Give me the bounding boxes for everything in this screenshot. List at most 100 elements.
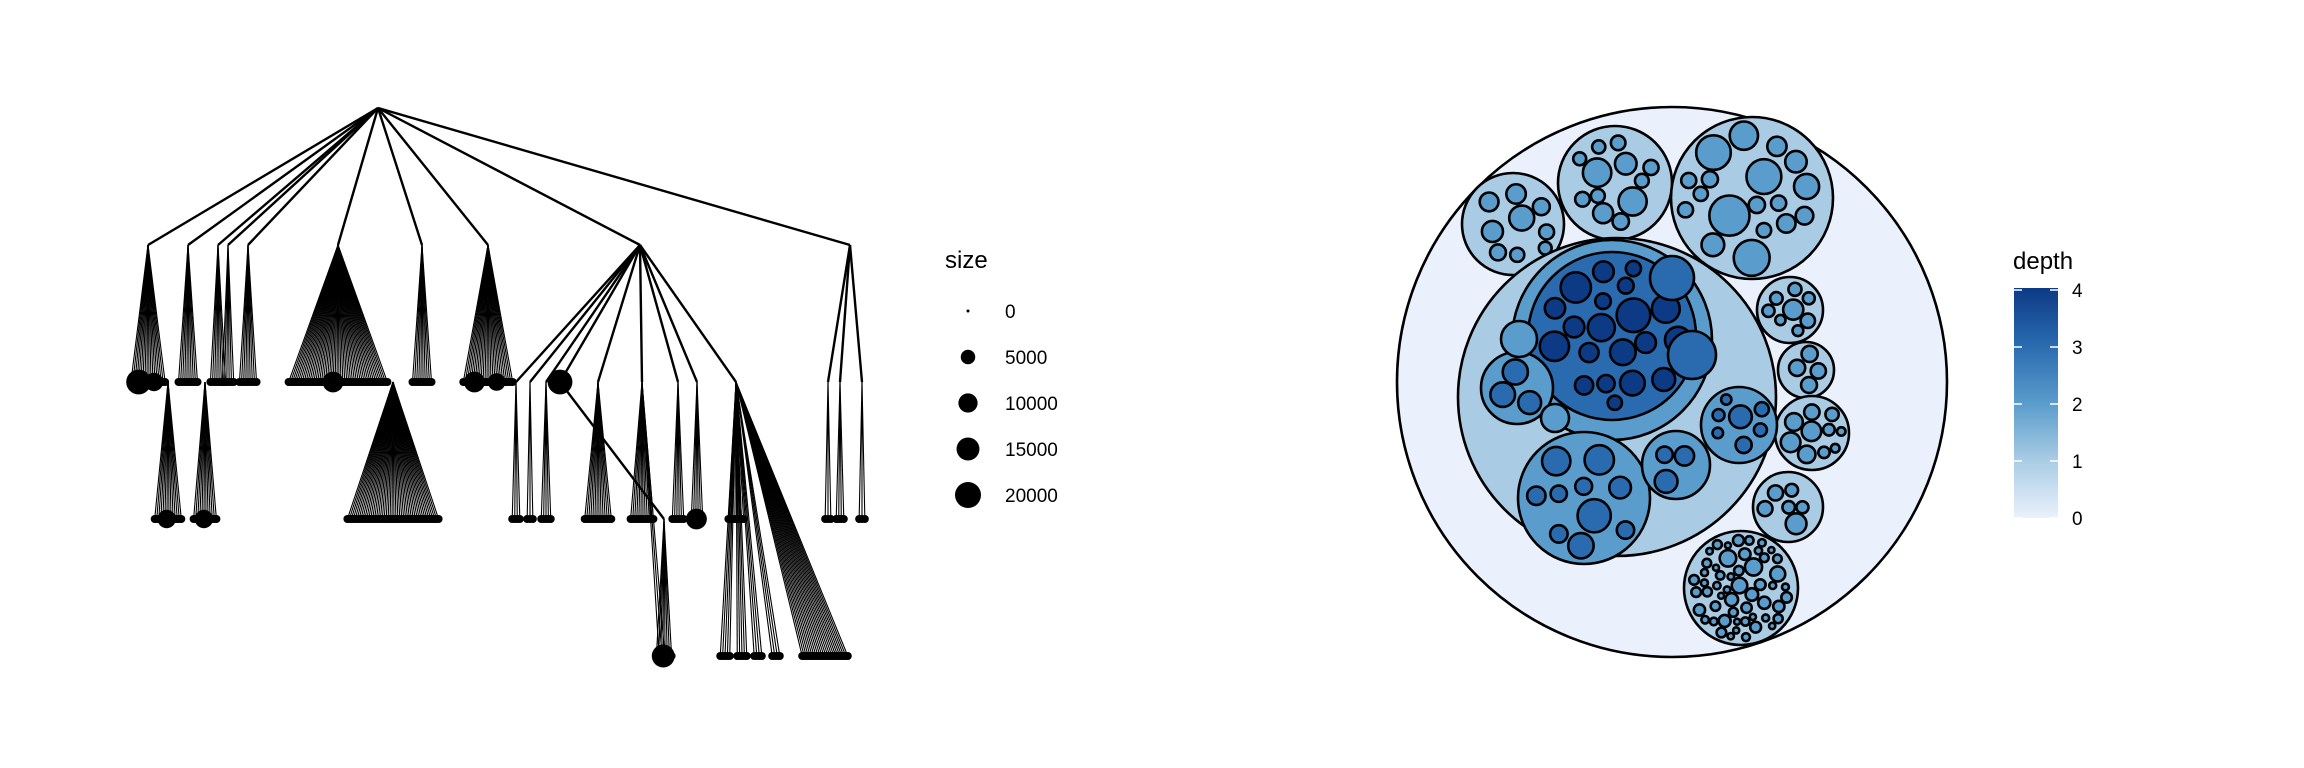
pack-circle-depth-2 <box>1756 537 1768 548</box>
tree-edge <box>639 244 737 383</box>
pack-circle-depth-2 <box>1791 323 1805 338</box>
pack-circle-depth-2 <box>1795 499 1810 515</box>
size-legend-dot <box>956 437 980 461</box>
pack-circle-depth-2 <box>1781 499 1797 515</box>
leaf-node <box>177 515 186 523</box>
pack-circle-depth-2 <box>1809 362 1828 380</box>
tree-edge <box>204 381 217 520</box>
pack-circle-depth-4 <box>1596 373 1616 394</box>
leaf-node <box>434 515 443 523</box>
pack-circle-depth-2 <box>1730 576 1749 595</box>
size-legend-label: 10000 <box>1005 394 1058 415</box>
pack-circle-depth-2 <box>1480 219 1505 244</box>
pack-circle-depth-2 <box>1772 612 1784 625</box>
pack-circle-depth-2 <box>1824 406 1841 423</box>
pack-circle-depth-4 <box>1543 296 1567 320</box>
pack-circle-depth-2 <box>1726 631 1736 641</box>
pack-circle-depth-3 <box>1489 381 1517 409</box>
leaf-node <box>157 509 176 529</box>
pack-circle-depth-2 <box>1753 577 1767 592</box>
pack-circle-depth-4 <box>1616 276 1635 295</box>
pack-circle-depth-4 <box>1573 374 1595 396</box>
pack-circle-depth-2 <box>1633 172 1651 189</box>
tree-edge <box>147 244 166 383</box>
pack-circle-depth-2 <box>1756 499 1774 518</box>
pack-circle-depth-2 <box>1737 547 1752 562</box>
pack-circle-depth-2 <box>1711 538 1724 551</box>
tree-edge <box>247 244 258 383</box>
pack-circle-depth-2 <box>1758 552 1770 564</box>
pack-circle-depth-4 <box>1634 330 1658 355</box>
pack-circle-depth-2 <box>1767 545 1776 555</box>
pack-circle-depth-2 <box>1756 595 1772 611</box>
pack-circle-depth-2 <box>1609 134 1627 152</box>
tree-edge <box>638 244 680 383</box>
leaf-node <box>126 369 152 395</box>
size-legend-label: 15000 <box>1005 440 1058 461</box>
pack-circle-depth-2 <box>1767 580 1778 591</box>
tree-edge <box>147 106 379 247</box>
pack-circle-depth-2 <box>1771 553 1784 565</box>
pack-circle-depth-2 <box>1723 591 1740 608</box>
pack-circle-depth-3 <box>1607 475 1633 500</box>
pack-circle-depth-2 <box>1740 601 1754 615</box>
leaf-node <box>839 515 848 523</box>
pack-circle-depth-2 <box>1731 533 1746 548</box>
tree-edge <box>663 518 673 657</box>
pack-circle-depth-4 <box>1562 315 1586 339</box>
pack-circle-depth-2 <box>1817 445 1831 460</box>
pack-circle-depth-2 <box>1531 196 1552 217</box>
pack-circle-depth-2 <box>1753 545 1764 556</box>
pack-circle-depth-4 <box>1618 369 1647 397</box>
pack-circle-depth-3 <box>1666 329 1718 381</box>
pack-circle-depth-2 <box>1699 567 1710 578</box>
pack-circle-depth-3 <box>1673 445 1696 467</box>
pack-circle-depth-2 <box>1708 616 1719 627</box>
pack-circle-depth-2 <box>1800 344 1820 364</box>
leaf-node <box>742 652 751 660</box>
pack-circle-depth-2 <box>1784 512 1808 536</box>
size-legend-dot <box>966 309 970 313</box>
pack-circle-depth-2 <box>1755 221 1773 239</box>
leaf-node <box>144 372 164 392</box>
pack-circle-depth-2 <box>1780 582 1791 592</box>
tree-edge <box>848 244 864 383</box>
pack-circle-depth-3 <box>1648 254 1696 302</box>
pack-circle-depth-2 <box>1708 194 1751 237</box>
leaf-node <box>383 378 392 386</box>
tree-edge <box>735 381 748 657</box>
pack-circle-depth-3 <box>1516 389 1543 416</box>
pack-circle-depth-3 <box>1548 523 1569 544</box>
pack-circle-depth-2 <box>1747 195 1767 215</box>
pack-circle-depth-2 <box>1743 557 1764 577</box>
pack-circle-depth-2 <box>1744 586 1760 603</box>
tree-edge <box>641 381 666 657</box>
pack-circle-depth-2 <box>1700 169 1720 189</box>
pack-circle-depth-2 <box>1679 171 1698 190</box>
pack-circle-depth-2 <box>1590 139 1607 155</box>
pack-circle-depth-2 <box>1508 246 1526 264</box>
pack-circle-depth-2 <box>1694 133 1733 172</box>
pack-circle-depth-3 <box>1583 443 1616 476</box>
pack-circle-depth-2 <box>1787 281 1803 298</box>
pack-circle-depth-3 <box>1711 407 1726 423</box>
tree-edge <box>337 244 388 383</box>
leaf-node <box>161 378 170 386</box>
pack-circle-depth-2 <box>1700 232 1726 258</box>
pack-circle-depth-2 <box>1768 565 1787 583</box>
leaf-node <box>686 508 707 530</box>
tree-edge <box>529 381 534 520</box>
pack-circle-depth-2 <box>1701 585 1714 598</box>
size-legend-title: size <box>945 247 988 274</box>
pack-circle-depth-3 <box>1576 497 1613 534</box>
tree-edge <box>377 106 851 247</box>
pack-circle-depth-2 <box>1799 375 1819 395</box>
leaf-node <box>843 652 852 660</box>
pack-circle-depth-2 <box>1740 631 1752 643</box>
pack-circle-depth-2 <box>1591 201 1615 225</box>
depth-tick-label: 4 <box>2072 281 2083 302</box>
pack-circle-depth-2 <box>1709 600 1722 613</box>
pack-circle-depth-2 <box>1715 626 1728 639</box>
pack-circle-depth-2 <box>1771 599 1786 614</box>
leaf-node <box>546 515 555 523</box>
